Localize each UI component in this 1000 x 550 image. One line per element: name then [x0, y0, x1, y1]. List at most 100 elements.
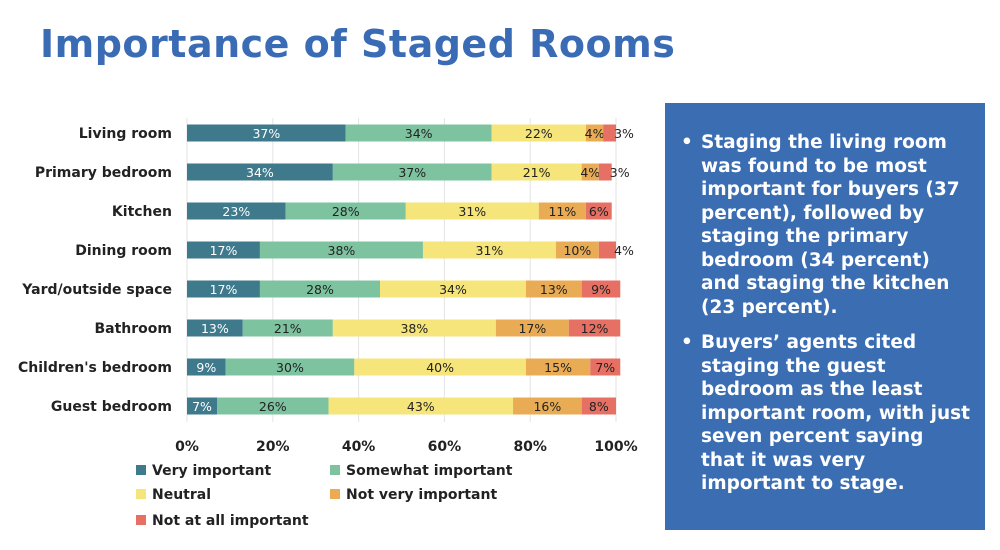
stacked-bar-chart: 0% 20% 40% 60% 80% 100% Living room 37% 34% 22% 4%…: [18, 118, 638, 529]
bar-segment: [491, 163, 582, 181]
data-label: 21%: [523, 165, 551, 180]
legend-label: Very important: [152, 463, 272, 479]
category-label: Bathroom: [94, 321, 172, 337]
legend-swatch: [330, 489, 340, 499]
data-label: 30%: [276, 360, 304, 375]
legend-label: Not at all important: [152, 513, 309, 529]
data-label: 12%: [581, 321, 609, 336]
data-label: 28%: [306, 282, 334, 297]
bar-segment: [187, 202, 286, 220]
data-label: 31%: [458, 204, 486, 219]
bar-segment: [225, 358, 355, 376]
bar-segment: [491, 124, 586, 142]
data-label: 4%: [585, 126, 605, 141]
bar-segment: [217, 397, 329, 415]
legend-label: Not very important: [346, 487, 497, 503]
legend-swatch: [330, 465, 340, 475]
bar-segment: [187, 358, 226, 376]
data-label: 31%: [476, 243, 504, 258]
data-label: 28%: [332, 204, 360, 219]
bar-segment: [187, 397, 218, 415]
data-label: 3%: [610, 165, 630, 180]
bar-segment: [598, 241, 616, 259]
bar-segment: [187, 163, 333, 181]
category-label: Dining room: [75, 243, 172, 259]
bar-segment: [581, 397, 616, 415]
data-label: 9%: [196, 360, 216, 375]
page-title: Importance of Staged Rooms: [40, 22, 676, 66]
data-label: 16%: [533, 399, 561, 414]
data-label: 37%: [398, 165, 426, 180]
bar-segment: [513, 397, 582, 415]
category-label: Yard/outside space: [21, 282, 172, 298]
data-label: 9%: [591, 282, 611, 297]
bar-segment: [598, 163, 612, 181]
data-label: 4%: [614, 243, 634, 258]
bar-segment: [187, 319, 243, 337]
bar-segment: [581, 163, 599, 181]
x-tick-label: 100%: [594, 439, 637, 455]
bar-segment: [259, 241, 423, 259]
bar-segment: [187, 280, 260, 298]
data-label: 11%: [548, 204, 576, 219]
summary-panel: Staging the living room was found to be …: [665, 103, 985, 530]
data-label: 34%: [439, 282, 467, 297]
legend-swatch: [136, 465, 146, 475]
bar-segment: [354, 358, 526, 376]
bar-segment: [332, 319, 496, 337]
bar-segment: [187, 241, 260, 259]
data-label: 13%: [540, 282, 568, 297]
bar-segment: [328, 397, 514, 415]
data-label: 4%: [580, 165, 600, 180]
bar-segment: [568, 319, 621, 337]
bar-segment: [332, 163, 492, 181]
data-label: 7%: [595, 360, 615, 375]
data-label: 22%: [525, 126, 553, 141]
bar-segment: [380, 280, 526, 298]
x-tick-label: 80%: [513, 439, 547, 455]
data-label: 17%: [518, 321, 546, 336]
category-label: Guest bedroom: [51, 399, 172, 415]
bar-segment: [538, 202, 586, 220]
bar-segment: [495, 319, 569, 337]
data-label: 26%: [259, 399, 287, 414]
bar-segment: [525, 280, 582, 298]
bar-segment: [555, 241, 599, 259]
bar-segment: [590, 358, 621, 376]
category-label: Primary bedroom: [35, 165, 172, 181]
data-label: 6%: [589, 204, 609, 219]
bar-segment: [525, 358, 591, 376]
bar-segment: [585, 202, 612, 220]
legend-label: Somewhat important: [346, 463, 513, 479]
summary-bullet: Staging the living room was found to be …: [681, 131, 971, 319]
bar-segment: [345, 124, 492, 142]
data-label: 43%: [407, 399, 435, 414]
summary-bullet: Buyers’ agents cited staging the guest b…: [681, 331, 971, 496]
bar-segment: [405, 202, 539, 220]
bar-segment: [242, 319, 333, 337]
data-label: 10%: [563, 243, 591, 258]
data-label: 40%: [426, 360, 454, 375]
data-label: 15%: [544, 360, 572, 375]
bar-segment: [285, 202, 406, 220]
x-tick-label: 40%: [342, 439, 376, 455]
data-label: 7%: [192, 399, 212, 414]
data-label: 17%: [210, 243, 238, 258]
category-label: Living room: [79, 126, 172, 142]
category-label: Children's bedroom: [18, 360, 172, 376]
data-label: 38%: [400, 321, 428, 336]
bar-segment: [603, 124, 616, 142]
data-label: 34%: [246, 165, 274, 180]
data-label: 8%: [589, 399, 609, 414]
legend-swatch: [136, 515, 146, 525]
data-label: 34%: [405, 126, 433, 141]
x-tick-label: 20%: [256, 439, 290, 455]
bar-segment: [422, 241, 556, 259]
x-tick-label: 0%: [175, 439, 199, 455]
data-label: 13%: [201, 321, 229, 336]
bar-segment: [585, 124, 604, 142]
data-label: 38%: [328, 243, 356, 258]
category-label: Kitchen: [112, 204, 172, 220]
data-label: 17%: [210, 282, 238, 297]
bar-segment: [259, 280, 381, 298]
